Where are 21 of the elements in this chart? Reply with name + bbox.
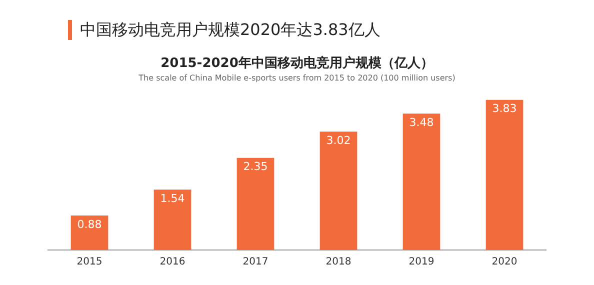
x-tick-label: 2016	[160, 256, 186, 268]
x-tick-label: 2017	[242, 256, 268, 268]
data-label: 3.02	[326, 134, 351, 147]
x-tick-label: 2018	[326, 256, 352, 268]
bar	[236, 158, 274, 250]
x-tick-label: 2015	[76, 256, 102, 268]
x-tick-label: 2019	[408, 256, 434, 268]
chart-subtitle: The scale of China Mobile e-sports users from 2015 to 2020 (100 million users)	[138, 73, 456, 82]
data-label: 3.48	[409, 116, 434, 129]
x-tick-label: 2020	[492, 256, 518, 268]
bar	[154, 190, 192, 250]
text: 中国移动电竞用户规模2020年达3.83亿人	[80, 20, 380, 40]
chart-title: 2015-2020年中国移动电竞用户规模（亿人）	[160, 55, 434, 72]
bar	[320, 132, 358, 250]
data-label: 1.54	[160, 192, 185, 205]
data-label: 0.88	[77, 218, 102, 231]
data-label: 3.83	[492, 102, 517, 116]
bar	[402, 114, 440, 250]
bar	[486, 100, 524, 250]
bar	[70, 216, 108, 250]
data-label: 2.35	[243, 160, 268, 174]
